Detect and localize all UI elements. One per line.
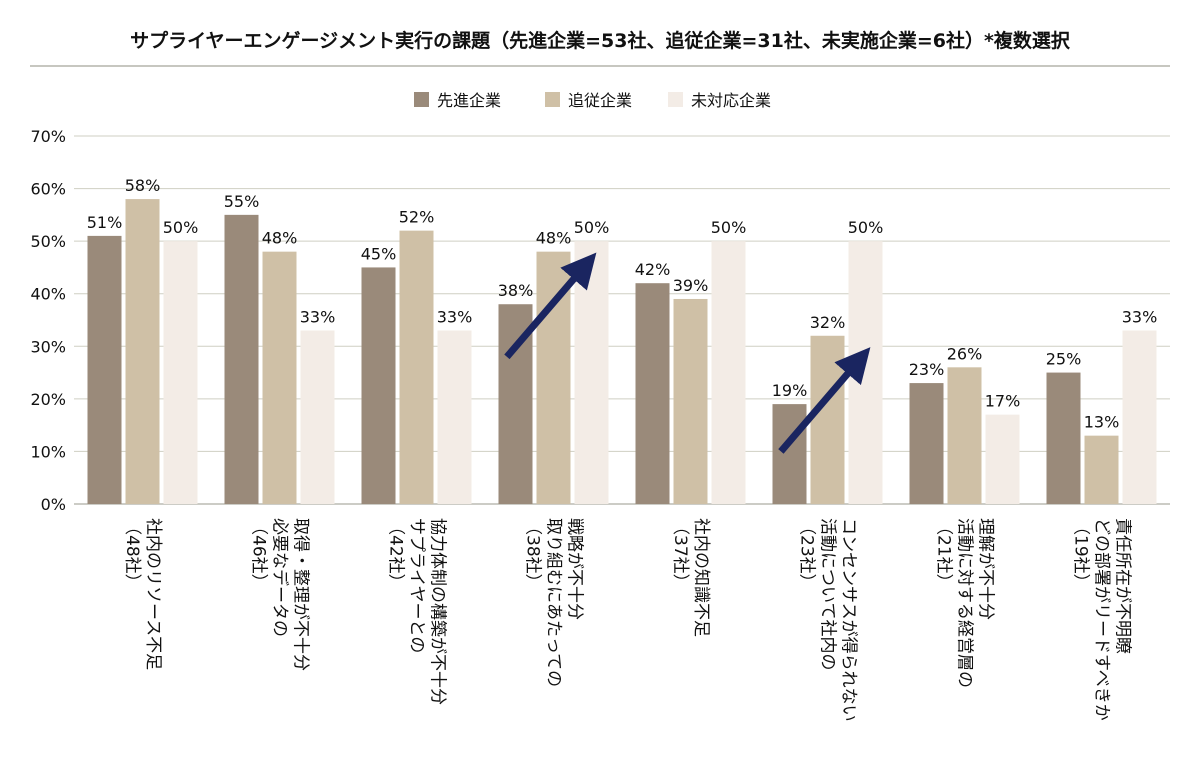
value-label: 42% <box>635 260 671 279</box>
value-label: 58% <box>125 176 161 195</box>
category-count-label: （48社） <box>122 518 142 591</box>
value-label: 45% <box>361 244 397 263</box>
category-label: 社内のリソース不足 <box>143 518 163 670</box>
category-label: 戦略が不十分 <box>565 518 585 620</box>
value-label: 48% <box>262 229 298 248</box>
value-label: 50% <box>848 218 884 237</box>
bar <box>1046 372 1081 504</box>
bar <box>163 241 198 504</box>
bar <box>87 235 122 504</box>
value-label: 26% <box>947 344 983 363</box>
value-labels: 51% 55% 45% 38% 42% 19% 23% 25% 58% 48% 52% 48% 39% 3… <box>87 176 1158 432</box>
bar <box>772 404 807 504</box>
bar <box>224 214 259 504</box>
y-tick-label: 30% <box>30 337 66 356</box>
y-tick-label: 50% <box>30 232 66 251</box>
bar <box>125 199 160 505</box>
category-label: 協力体制の構築が不十分 <box>428 518 448 705</box>
legend: 先進企業 追従企業 未対応企業 <box>414 91 771 110</box>
value-label: 50% <box>574 218 610 237</box>
category-label: 取得・整理が不十分 <box>291 518 311 671</box>
y-tick-label: 60% <box>30 180 66 199</box>
trend-arrow <box>504 252 597 360</box>
category-count-label: （42社） <box>386 518 406 591</box>
value-label: 33% <box>437 308 473 327</box>
bar <box>399 230 434 504</box>
value-label: 13% <box>1084 413 1120 432</box>
bar <box>985 414 1020 504</box>
bar <box>574 241 609 504</box>
y-axis: 0% 10% 20% 30% 40% 50% 60% 70% <box>30 127 66 514</box>
trend-arrows <box>504 252 871 454</box>
category-label: 取り組むにあたっての <box>544 518 564 687</box>
legend-swatch <box>668 92 683 107</box>
bar <box>711 241 746 504</box>
category-label: 活動について社内の <box>818 518 838 671</box>
y-tick-label: 10% <box>30 442 66 461</box>
category-count-label: （23社） <box>797 518 817 591</box>
y-tick-label: 70% <box>30 127 66 146</box>
value-label: 55% <box>224 192 260 211</box>
value-label: 17% <box>985 392 1021 411</box>
value-label: 50% <box>711 218 747 237</box>
value-label: 19% <box>772 381 808 400</box>
y-tick-label: 20% <box>30 390 66 409</box>
category-count-label: （21社） <box>934 518 954 591</box>
category-count-label: （46社） <box>249 518 269 591</box>
y-tick-label: 0% <box>41 495 66 514</box>
y-tick-label: 40% <box>30 285 66 304</box>
value-label: 50% <box>163 218 199 237</box>
bars <box>87 199 1157 505</box>
value-label: 51% <box>87 213 123 232</box>
category-label: コンセンサスが得られない <box>839 518 859 722</box>
category-label: サプライヤーとの <box>407 518 427 653</box>
chart-title: サプライヤーエンゲージメント実行の課題（先進企業=53社、追従企業=31社、未実… <box>130 29 1071 52</box>
bar <box>848 241 883 504</box>
category-labels: （48社） 社内のリソース不足 （46社） 必要なデータの 取得・整理が不十分 （42社）… <box>122 518 1133 722</box>
trend-arrow <box>778 347 871 454</box>
legend-swatch <box>414 92 429 107</box>
value-label: 33% <box>300 308 336 327</box>
category-label: 必要なデータの <box>270 518 291 637</box>
bar <box>1084 435 1119 504</box>
bar <box>262 251 297 504</box>
category-count-label: （37社） <box>670 518 690 591</box>
bar <box>673 298 708 504</box>
value-label: 33% <box>1122 308 1158 327</box>
category-label: 活動に対する経営層の <box>955 518 975 688</box>
bar <box>300 330 335 504</box>
category-label: 責任所在が不明瞭 <box>1113 518 1133 654</box>
category-count-label: （19社） <box>1071 518 1091 591</box>
legend-label: 追従企業 <box>568 91 632 110</box>
bar <box>437 330 472 504</box>
bar <box>947 367 982 504</box>
value-label: 32% <box>810 313 846 332</box>
category-label: 社内の知識不足 <box>691 518 711 637</box>
bar <box>1122 330 1157 504</box>
bar <box>361 267 396 504</box>
bar <box>635 283 670 504</box>
value-label: 52% <box>399 208 435 227</box>
legend-swatch <box>545 92 560 107</box>
value-label: 23% <box>909 360 945 379</box>
bar <box>810 335 845 504</box>
value-label: 38% <box>498 281 534 300</box>
value-label: 25% <box>1046 350 1082 369</box>
legend-label: 先進企業 <box>437 91 501 110</box>
category-count-label: （38社） <box>523 518 543 591</box>
bar <box>909 383 944 504</box>
value-label: 39% <box>673 276 709 295</box>
category-label: 理解が不十分 <box>976 518 996 620</box>
category-label: どの部署がリードすべきか <box>1092 518 1112 721</box>
value-label: 48% <box>536 229 572 248</box>
legend-label: 未対応企業 <box>691 91 771 110</box>
